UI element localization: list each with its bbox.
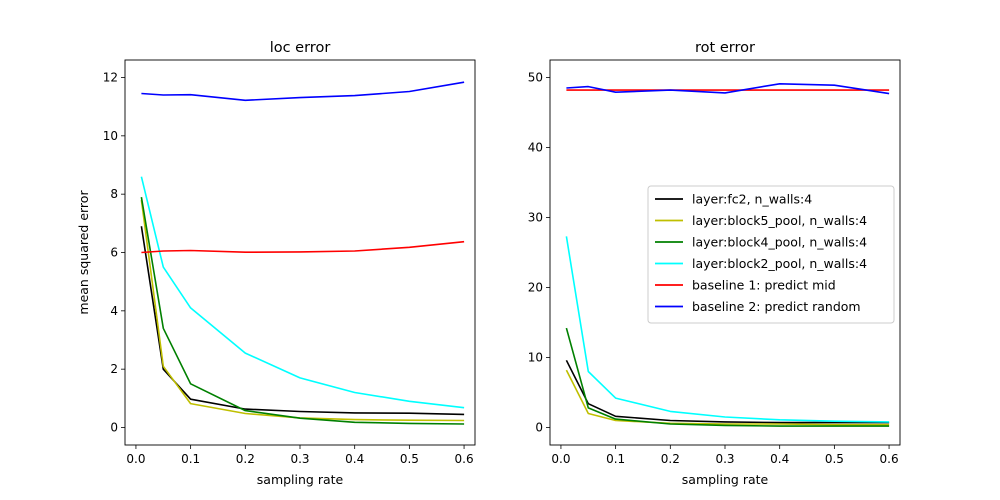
x-tick-label: 0.2 <box>661 452 680 466</box>
x-tick-label: 0.0 <box>551 452 570 466</box>
x-tick-label: 0.3 <box>715 452 734 466</box>
y-tick-label: 50 <box>528 71 543 85</box>
x-tick-label: 0.6 <box>455 452 474 466</box>
y-tick-label: 0 <box>110 421 118 435</box>
x-tick-label: 0.4 <box>770 452 789 466</box>
series-line-layer-block2-pool-n-walls-4 <box>140 176 465 409</box>
series-line-layer-fc2-n-walls-4 <box>140 226 465 416</box>
y-tick-label: 4 <box>110 304 118 318</box>
series-line-layer-block4-pool-n-walls-4 <box>140 196 465 425</box>
x-tick-label: 0.1 <box>606 452 625 466</box>
plot-lines <box>565 83 890 427</box>
legend-entry: layer:fc2, n_walls:4 <box>692 192 812 207</box>
y-tick-label: 0 <box>535 421 543 435</box>
series-line-baseline-1-predict-mid <box>141 240 465 254</box>
legend-entry: baseline 1: predict mid <box>692 278 836 293</box>
x-tick-label: 0.4 <box>345 452 364 466</box>
y-tick-label: 30 <box>528 211 543 225</box>
series-line-layer-block2-pool-n-walls-4 <box>565 236 890 423</box>
loc-error-chart: 0.0 0.1 0.2 0.3 0.4 0.5 0.6 0 2 4 6 8 10 12 loc error s… <box>76 40 476 487</box>
rot-error-chart: 0.0 0.1 0.2 0.3 0.4 0.5 0.6 0 10 20 30 40 50 rot erro… <box>528 40 901 487</box>
series-line-baseline-2-predict-random <box>141 81 465 102</box>
plot-lines <box>140 81 465 425</box>
y-tick-label: 8 <box>110 187 118 201</box>
series-line-layer-block4-pool-n-walls-4 <box>565 327 890 427</box>
y-tick-label: 2 <box>110 362 118 376</box>
y-tick-label: 20 <box>528 281 543 295</box>
x-tick-label: 0.1 <box>181 452 200 466</box>
y-tick-label: 10 <box>528 351 543 365</box>
y-axis-label: mean squared error <box>76 190 91 315</box>
y-tick-label: 10 <box>103 129 118 143</box>
y-tick-label: 12 <box>103 71 118 85</box>
x-axis-label: sampling rate <box>682 472 769 487</box>
x-tick-label: 0.5 <box>400 452 419 466</box>
chart-title: loc error <box>270 40 331 56</box>
series-line-baseline-2-predict-random <box>566 83 890 95</box>
series-line-layer-fc2-n-walls-4 <box>565 359 890 424</box>
legend: layer:fc2, n_walls:4 layer:block5_pool, n… <box>647 185 895 324</box>
x-tick-label: 0.2 <box>236 452 255 466</box>
x-tick-label: 0.5 <box>825 452 844 466</box>
x-tick-label: 0.6 <box>880 452 899 466</box>
y-tick-label: 40 <box>528 141 543 155</box>
legend-entry: baseline 2: predict random <box>692 299 861 314</box>
x-axis-label: sampling rate <box>257 472 344 487</box>
chart-title: rot error <box>695 40 755 56</box>
x-tick-label: 0.3 <box>290 452 309 466</box>
legend-entry: layer:block4_pool, n_walls:4 <box>692 235 867 250</box>
legend-entry: layer:block5_pool, n_walls:4 <box>692 213 867 228</box>
series-line-layer-block5-pool-n-walls-4 <box>140 199 465 422</box>
y-tick-label: 6 <box>110 246 118 260</box>
x-tick-label: 0.0 <box>126 452 145 466</box>
legend-box <box>647 185 895 324</box>
legend-entry: layer:block2_pool, n_walls:4 <box>692 256 867 271</box>
series-line-layer-block5-pool-n-walls-4 <box>565 369 890 426</box>
